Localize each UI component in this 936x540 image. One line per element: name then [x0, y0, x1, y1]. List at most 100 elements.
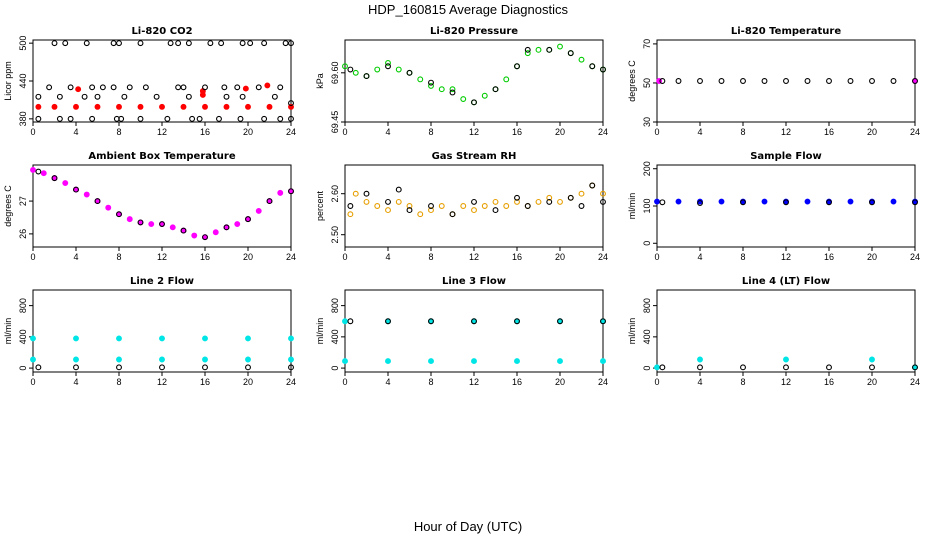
data-point	[567, 194, 574, 201]
data-point	[169, 224, 176, 231]
data-point	[395, 198, 402, 205]
data-point	[234, 84, 241, 91]
x-tick-label: 12	[469, 377, 479, 387]
data-point	[417, 211, 424, 218]
data-point	[659, 364, 666, 371]
x-tick-label: 8	[740, 127, 745, 137]
x-tick-label: 24	[910, 377, 920, 387]
data-point	[826, 364, 832, 371]
y-tick-label: 30	[642, 117, 652, 127]
x-tick-label: 8	[116, 127, 121, 137]
plot-frame	[656, 39, 916, 123]
data-point	[514, 63, 520, 70]
data-series	[35, 168, 294, 241]
x-tick-label: 16	[824, 127, 834, 137]
data-point	[342, 358, 348, 365]
data-point	[471, 358, 477, 365]
data-point	[288, 40, 294, 47]
x-tick-label: 20	[243, 252, 253, 262]
data-point	[912, 199, 918, 206]
data-point	[869, 78, 875, 84]
data-point	[912, 364, 918, 371]
data-point	[159, 356, 165, 363]
data-point	[363, 190, 370, 197]
x-tick-label: 4	[385, 127, 390, 137]
data-point	[30, 335, 36, 342]
x-tick-label: 20	[867, 377, 877, 387]
data-point	[30, 356, 36, 363]
data-point	[471, 318, 477, 325]
x-tick-label: 0	[342, 252, 347, 262]
data-point	[137, 115, 144, 122]
y-tick-label: 27	[18, 196, 28, 206]
data-point	[116, 40, 122, 47]
chart-title: Li-820 Pressure	[430, 26, 518, 37]
x-tick-label: 4	[697, 252, 702, 262]
data-point	[761, 198, 768, 205]
y-tick-label: 400	[642, 329, 652, 344]
data-series	[35, 40, 294, 122]
data-point	[740, 199, 746, 206]
y-tick-label: 200	[642, 161, 652, 176]
x-tick-label: 0	[654, 377, 659, 387]
x-tick-label: 8	[428, 252, 433, 262]
y-tick-label: 500	[18, 36, 28, 51]
plot-frame	[32, 164, 292, 248]
data-point	[73, 335, 79, 342]
data-point	[110, 84, 117, 91]
data-point	[271, 93, 278, 100]
data-point	[600, 358, 606, 365]
data-point	[471, 207, 477, 214]
data-point	[62, 40, 69, 47]
data-point	[216, 115, 222, 122]
data-point	[697, 356, 703, 363]
data-point	[374, 66, 381, 73]
x-tick-label: 0	[342, 377, 347, 387]
data-point	[73, 186, 79, 193]
data-point	[30, 166, 36, 173]
data-point	[449, 89, 456, 96]
data-point	[578, 190, 585, 197]
data-point	[567, 50, 574, 57]
x-tick-label: 4	[73, 377, 78, 387]
x-tick-label: 12	[781, 252, 791, 262]
data-point	[342, 318, 348, 325]
data-point	[288, 100, 294, 107]
data-point	[167, 40, 174, 47]
data-point	[740, 78, 746, 84]
x-tick-label: 0	[30, 252, 35, 262]
data-point	[675, 78, 682, 84]
data-point	[347, 318, 354, 325]
data-point	[277, 84, 284, 91]
data-series	[35, 364, 294, 371]
data-point	[189, 115, 196, 122]
data-point	[288, 335, 294, 342]
y-tick-label: 400	[330, 329, 340, 344]
data-point	[116, 103, 122, 110]
x-tick-label: 24	[286, 377, 296, 387]
data-point	[428, 358, 434, 365]
x-tick-label: 12	[781, 377, 791, 387]
data-series	[654, 356, 918, 371]
data-point	[342, 63, 348, 70]
x-tick-label: 12	[781, 127, 791, 137]
data-point	[783, 356, 789, 363]
chart-panel: Li-820 Temperature 0 4 8 12 16 20 24 30 50 70 degre…	[627, 26, 920, 137]
data-point	[524, 46, 531, 53]
data-series	[30, 335, 294, 363]
data-point	[239, 40, 246, 47]
data-point	[202, 356, 208, 363]
data-point	[783, 78, 789, 84]
data-point	[385, 60, 391, 66]
data-point	[242, 85, 249, 92]
y-axis-label: degrees C	[627, 60, 637, 102]
data-point	[83, 40, 90, 47]
data-point	[697, 364, 703, 371]
chart-title: Ambient Box Temperature	[88, 151, 235, 162]
x-tick-label: 24	[910, 252, 920, 262]
data-point	[159, 364, 165, 371]
data-point	[245, 103, 251, 110]
x-tick-label: 8	[740, 377, 745, 387]
data-point	[481, 92, 488, 99]
data-point	[428, 203, 434, 209]
